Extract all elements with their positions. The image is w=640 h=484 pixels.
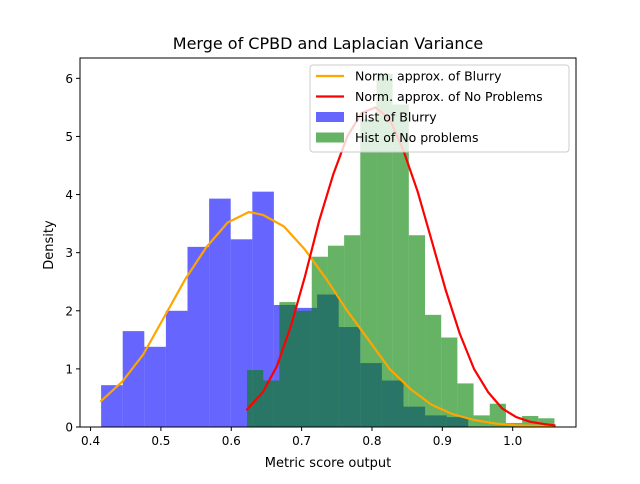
chart-title: Merge of CPBD and Laplacian Variance xyxy=(173,34,483,53)
legend-entry-no-problems-hist-swatch xyxy=(316,132,344,143)
x-tick-label: 0.4 xyxy=(81,434,100,448)
x-tick-label: 0.8 xyxy=(362,434,381,448)
histogram-bar-blurry xyxy=(122,331,145,427)
histogram-bar-blurry xyxy=(209,198,231,427)
x-tick-label: 0.9 xyxy=(433,434,452,448)
histogram-bar-no-problems xyxy=(295,310,312,427)
histogram-bar-no-problems xyxy=(311,256,328,427)
legend-entry-no-problems-curve-label: Norm. approx. of No Problems xyxy=(355,89,543,104)
legend: Norm. approx. of Blurry Norm. approx. of … xyxy=(309,64,570,153)
histogram-bar-no-problems xyxy=(489,403,506,427)
histogram-bar-no-problems xyxy=(392,104,409,427)
histogram-bar-no-problems xyxy=(457,383,474,427)
histogram-bar-blurry xyxy=(165,310,188,427)
y-tick-label: 2 xyxy=(65,304,73,318)
histogram-bar-no-problems xyxy=(327,245,345,427)
x-axis-label: Metric score output xyxy=(265,456,392,471)
histogram-bar-no-problems xyxy=(441,337,458,427)
histogram-bar-no-problems xyxy=(344,235,361,427)
histogram-bar-blurry xyxy=(230,239,253,427)
y-axis-label: Density xyxy=(42,220,57,270)
y-tick-label: 5 xyxy=(65,130,73,144)
histogram-bar-no-problems xyxy=(408,235,426,427)
histogram-bar-blurry xyxy=(144,346,166,427)
x-tick-label: 0.5 xyxy=(151,434,170,448)
histogram-bar-no-problems xyxy=(538,418,555,427)
histogram-bar-no-problems xyxy=(279,302,296,427)
axes: 0.4 0.5 0.6 0.7 0.8 0.9 1.0 0 1 2 3 4 5 6 xyxy=(65,57,577,448)
plot-area xyxy=(99,73,557,428)
axes-frame xyxy=(79,57,577,428)
y-tick-label: 4 xyxy=(65,188,73,202)
histogram-bar-blurry xyxy=(187,246,210,427)
histogram-bar-no-problems xyxy=(360,119,377,427)
y-tick-label: 3 xyxy=(65,246,73,260)
y-tick-label: 1 xyxy=(65,362,73,376)
legend-entry-blurry-hist-label: Hist of Blurry xyxy=(355,110,437,125)
histogram-bar-no-problems xyxy=(376,73,393,428)
legend-entry-no-problems-hist-label: Hist of No problems xyxy=(355,130,479,145)
x-tick-label: 0.7 xyxy=(292,434,311,448)
histogram-bar-no-problems xyxy=(263,380,280,427)
x-tick-label: 1.0 xyxy=(503,434,522,448)
x-tick-label: 0.6 xyxy=(222,434,241,448)
normal-curve-blurry xyxy=(99,210,557,428)
legend-entry-blurry-curve-label: Norm. approx. of Blurry xyxy=(355,69,502,84)
histogram-bar-no-problems xyxy=(247,370,264,427)
histogram-bar-blurry xyxy=(252,191,274,427)
histogram-bar-no-problems xyxy=(425,314,442,427)
legend-box xyxy=(309,64,570,153)
y-tick-label: 6 xyxy=(65,72,73,86)
y-tick-label: 0 xyxy=(65,421,73,435)
legend-entry-blurry-hist-swatch xyxy=(316,112,344,122)
